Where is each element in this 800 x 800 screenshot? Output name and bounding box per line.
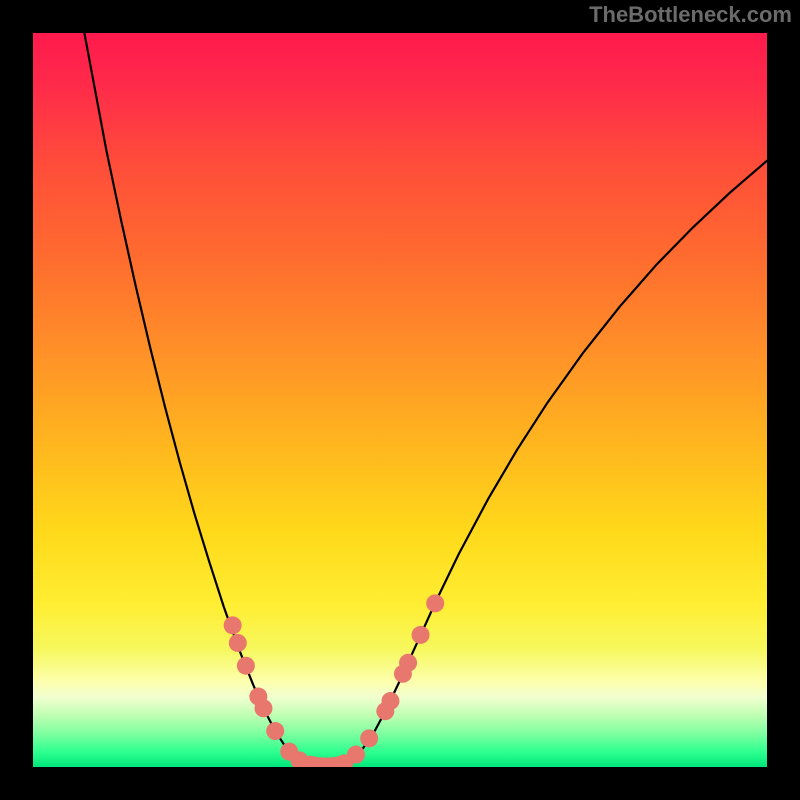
chart-svg	[0, 0, 800, 800]
marker-point	[347, 746, 365, 764]
marker-point	[426, 594, 444, 612]
marker-point	[229, 634, 247, 652]
marker-point	[412, 626, 430, 644]
marker-point	[237, 657, 255, 675]
marker-point	[381, 692, 399, 710]
chart-background	[33, 33, 767, 767]
watermark-text: TheBottleneck.com	[589, 2, 792, 28]
chart-stage: TheBottleneck.com	[0, 0, 800, 800]
marker-point	[266, 722, 284, 740]
marker-point	[399, 654, 417, 672]
marker-point	[224, 616, 242, 634]
marker-point	[254, 699, 272, 717]
marker-point	[360, 729, 378, 747]
